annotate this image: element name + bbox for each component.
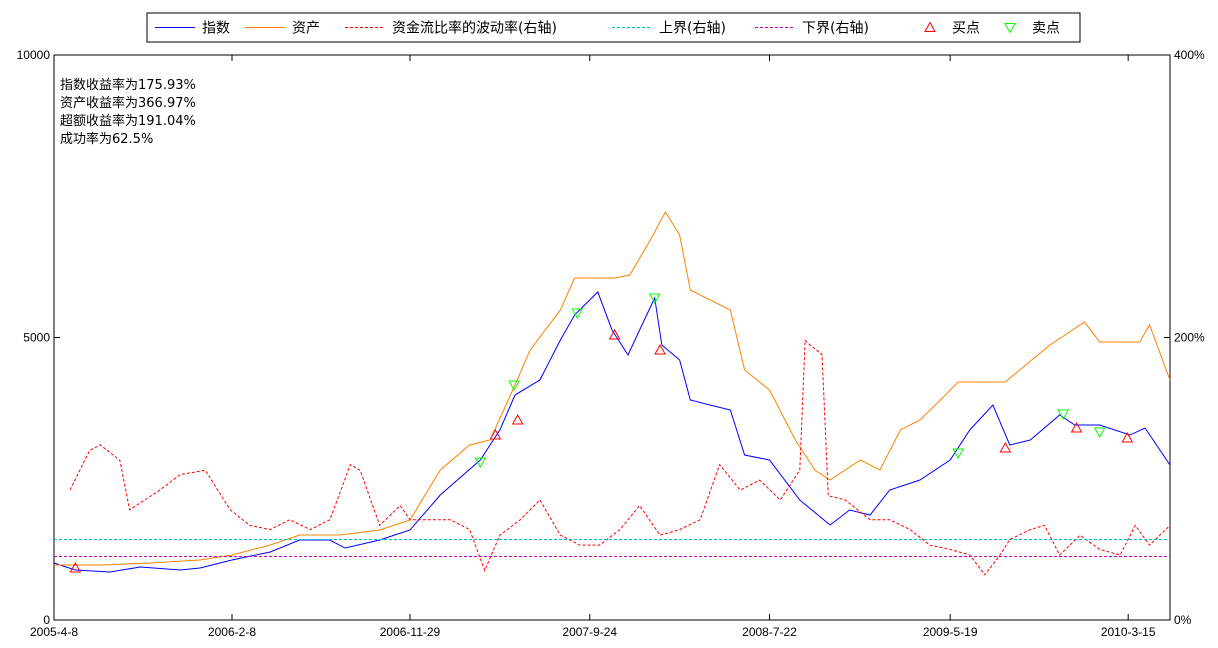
series-line [54, 211, 1171, 566]
sell-marker [1093, 427, 1106, 438]
annotation-text: 成功率为62.5% [60, 131, 153, 147]
plot-area [53, 54, 1171, 621]
legend-label: 买点 [952, 21, 980, 37]
buy-marker [489, 428, 502, 440]
sell-marker [952, 448, 965, 460]
x-tick-label: 2008-7-22 [742, 625, 797, 639]
x-tick-label: 2005-4-8 [30, 625, 78, 639]
buy-marker [69, 561, 82, 573]
x-tick-label: 2010-3-15 [1101, 625, 1156, 639]
series-line [69, 339, 1171, 576]
right-tick-label: 0% [1174, 613, 1192, 627]
sell-marker [508, 380, 520, 391]
legend-label: 资产 [292, 21, 320, 37]
right-tick-label: 400% [1174, 48, 1205, 62]
annotation-text: 指数收益率为175.93% [60, 77, 196, 93]
legend-marker [1004, 23, 1016, 34]
left-tick-label: 10000 [17, 48, 51, 62]
x-tick-label: 2007-9-24 [562, 625, 617, 639]
legend-label: 卖点 [1032, 21, 1060, 37]
buy-marker [999, 441, 1012, 453]
sell-marker [648, 293, 661, 305]
sell-marker [1057, 409, 1070, 421]
x-tick-label: 2006-11-29 [380, 625, 441, 639]
buy-marker [511, 413, 524, 425]
x-tick-label: 2009-5-19 [923, 625, 978, 639]
buy-marker [608, 328, 621, 340]
sell-marker [474, 457, 487, 468]
legend-label: 上界(右轴) [659, 21, 726, 37]
right-tick-label: 200% [1174, 331, 1205, 345]
annotation-text: 资产收益率为366.97% [60, 95, 196, 111]
legend-label: 下界(右轴) [802, 21, 869, 37]
left-tick-label: 5000 [23, 331, 50, 345]
legend-label: 资金流比率的波动率(右轴) [392, 20, 557, 37]
series-line [53, 291, 1171, 573]
left-tick-label: 0 [43, 613, 50, 627]
legend-label: 指数 [202, 21, 230, 37]
legend-marker [924, 21, 936, 32]
buy-marker [1070, 421, 1083, 433]
buy-marker [654, 343, 666, 355]
x-tick-label: 2006-2-8 [208, 625, 256, 639]
sell-marker [571, 308, 584, 320]
annotation-text: 超额收益率为191.04% [60, 113, 196, 129]
buy-marker [1121, 431, 1134, 443]
